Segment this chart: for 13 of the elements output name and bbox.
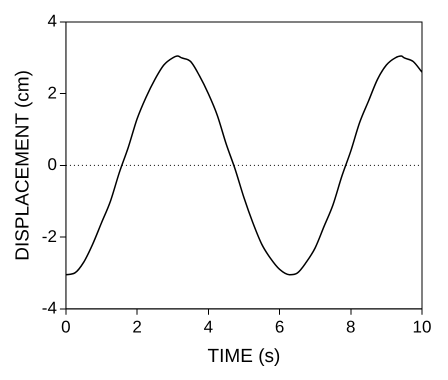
x-tick-label: 8: [346, 318, 356, 337]
y-tick-label: 2: [47, 83, 57, 102]
x-tick-label: 2: [132, 318, 142, 337]
x-tick-label: 6: [274, 318, 284, 337]
x-tick-label: 10: [412, 318, 432, 337]
x-axis-title: TIME (s): [208, 346, 280, 367]
y-tick-label: 0: [47, 155, 57, 174]
y-axis-title: DISPLACEMENT (cm): [12, 70, 34, 261]
y-tick-label: 4: [47, 12, 57, 31]
x-tick-label: 0: [61, 318, 71, 337]
x-tick-label: 4: [204, 318, 214, 337]
y-tick-label: -2: [42, 226, 57, 246]
y-tick-label: -4: [42, 298, 57, 318]
